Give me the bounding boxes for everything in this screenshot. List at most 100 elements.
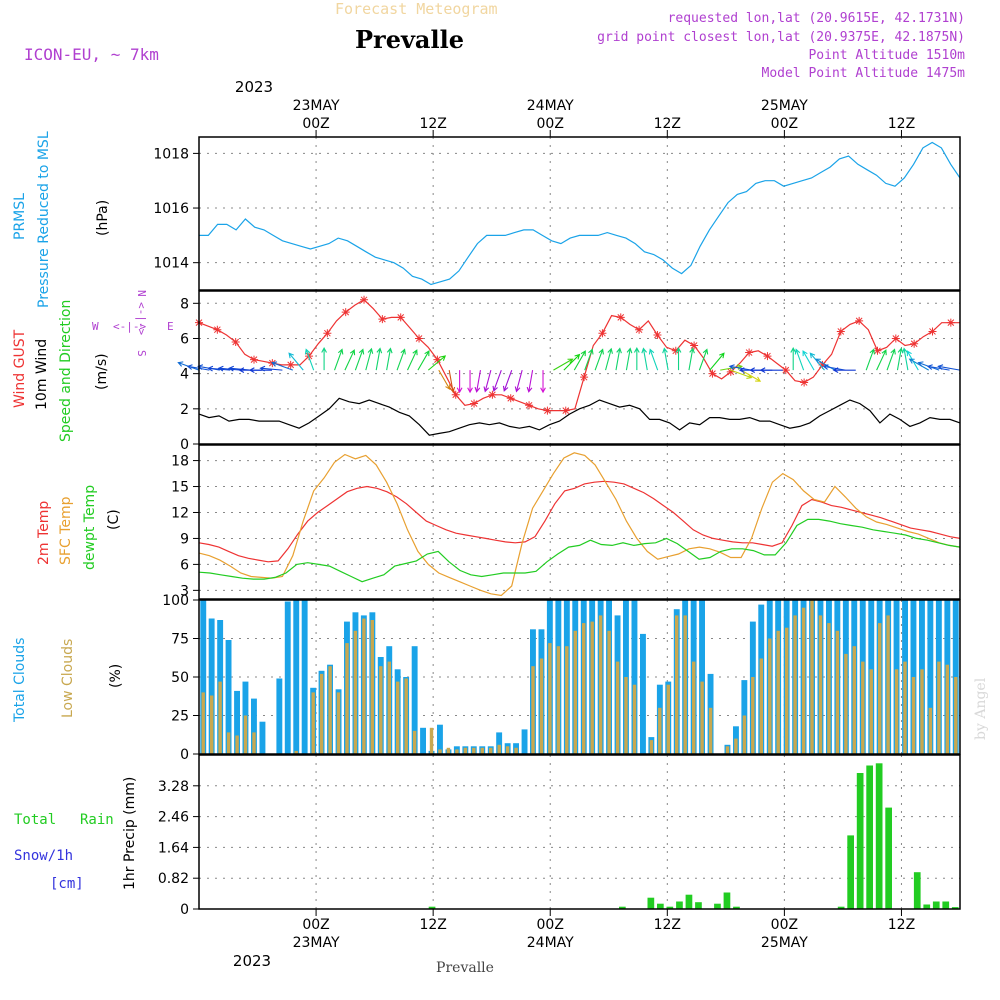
bottom-year: 2023 bbox=[233, 952, 271, 970]
x-tick-label: 12Z bbox=[654, 116, 681, 132]
bar-total-clouds bbox=[276, 678, 283, 754]
bar-low-clouds bbox=[582, 623, 586, 754]
bar-low-clouds bbox=[725, 746, 730, 754]
gust-marker bbox=[451, 390, 460, 399]
bar-total-clouds bbox=[699, 600, 705, 754]
bar-low-clouds bbox=[801, 607, 806, 754]
bar-low-clouds bbox=[336, 692, 341, 754]
y-tick-label: 4 bbox=[180, 367, 189, 383]
bar-low-clouds bbox=[412, 730, 417, 754]
gust-marker bbox=[855, 316, 864, 325]
model-label: ICON-EU, ~ 7km bbox=[24, 45, 159, 64]
bar-low-clouds bbox=[920, 669, 924, 754]
bar-total-clouds bbox=[437, 724, 443, 754]
gust-marker bbox=[726, 367, 735, 376]
gust-marker bbox=[818, 360, 827, 369]
bar-low-clouds bbox=[692, 661, 696, 754]
bar-low-clouds bbox=[210, 695, 214, 754]
y-tick-label: 0 bbox=[180, 437, 189, 453]
p1-unit: (hPa) bbox=[95, 200, 111, 236]
p5-label-rain: Rain bbox=[80, 812, 114, 828]
wind-arrow bbox=[648, 348, 659, 371]
bar-total-rain bbox=[875, 763, 883, 909]
panel1-labels: PRMSL Pressure Reduced to MSL (hPa) bbox=[12, 131, 111, 308]
gust-marker bbox=[800, 378, 809, 387]
wind-arrow bbox=[334, 348, 344, 371]
x-tick-label: 12Z bbox=[888, 116, 915, 132]
bar-low-clouds bbox=[742, 715, 747, 754]
wind-arrow bbox=[354, 348, 365, 371]
gust-marker bbox=[396, 313, 405, 322]
top-year: 2023 bbox=[235, 78, 273, 96]
gust-marker bbox=[873, 346, 882, 355]
bar-total-rain bbox=[676, 901, 683, 909]
bar-low-clouds bbox=[362, 618, 366, 754]
panel4-labels: Total Clouds Low Clouds (%) bbox=[12, 638, 124, 723]
gust-marker bbox=[341, 308, 350, 317]
bar-low-clouds bbox=[827, 623, 831, 754]
bar-low-clouds bbox=[852, 646, 856, 754]
bar-low-clouds bbox=[590, 621, 594, 754]
x-tick-label: 12Z bbox=[654, 917, 681, 933]
series-line-10m-wind bbox=[198, 397, 961, 436]
gust-marker bbox=[286, 360, 295, 369]
wind-arrow bbox=[926, 364, 950, 371]
point-altitude: Point Altitude 1510m bbox=[808, 48, 965, 63]
gust-marker bbox=[616, 313, 625, 322]
y-tick-label: 2 bbox=[180, 402, 189, 418]
bar-low-clouds bbox=[776, 630, 780, 754]
bar-total-rain bbox=[647, 897, 655, 909]
compass-e: E bbox=[167, 320, 174, 333]
bar-total-rain bbox=[847, 835, 854, 909]
bar-total-clouds bbox=[411, 646, 418, 754]
y-tick-label: 75 bbox=[171, 632, 189, 648]
y-tick-label: 1018 bbox=[153, 146, 189, 162]
bar-low-clouds bbox=[658, 707, 662, 754]
y-tick-label: 25 bbox=[171, 709, 189, 725]
bar-low-clouds bbox=[548, 643, 552, 754]
y-tick-label: 50 bbox=[171, 670, 189, 686]
y-tick-label: 9 bbox=[180, 531, 189, 547]
gust-marker bbox=[690, 341, 699, 350]
bar-total-rain bbox=[619, 906, 626, 909]
bar-low-clouds bbox=[945, 664, 949, 754]
series-line-2m-temp bbox=[198, 480, 961, 563]
bar-low-clouds bbox=[294, 750, 298, 754]
wind-arrow bbox=[417, 350, 430, 371]
bar-low-clouds bbox=[472, 747, 476, 754]
gust-marker bbox=[360, 295, 369, 304]
bar-low-clouds bbox=[768, 638, 772, 754]
gust-marker bbox=[745, 348, 754, 357]
panel-frame bbox=[198, 136, 961, 291]
bar-low-clouds bbox=[489, 747, 493, 754]
wind-arrow bbox=[386, 347, 393, 371]
wind-arrow bbox=[615, 347, 622, 371]
x-tick-label: 00Z bbox=[771, 116, 798, 132]
gust-marker bbox=[415, 334, 424, 343]
bar-low-clouds bbox=[556, 646, 561, 754]
wind-arrow bbox=[573, 350, 586, 371]
p3-label-sfc: SFC Temp bbox=[58, 496, 74, 565]
bar-low-clouds bbox=[480, 747, 484, 754]
requested-coords: requested lon,lat (20.9615E, 42.1731N) bbox=[668, 11, 965, 26]
panel-frame bbox=[198, 754, 961, 910]
gust-marker bbox=[653, 330, 662, 339]
bar-low-clouds bbox=[785, 627, 789, 754]
p3-label-dew: dewpt Temp bbox=[82, 485, 98, 570]
wind-arrow bbox=[502, 369, 513, 392]
gust-marker bbox=[836, 327, 845, 336]
compass-n: N bbox=[135, 290, 148, 297]
gust-marker bbox=[946, 318, 955, 327]
compass-arrow: <-|-> bbox=[113, 320, 146, 333]
p4-unit: (%) bbox=[108, 664, 124, 688]
bar-total-clouds bbox=[927, 600, 934, 754]
panel5-labels: Total Rain Snow/1h [cm] 1hr Precip (mm) bbox=[14, 777, 138, 892]
chart-panels: 10141016101802468369121518025507510000.8… bbox=[153, 136, 961, 918]
bar-total-rain bbox=[932, 901, 940, 909]
bar-low-clouds bbox=[700, 681, 704, 754]
wind-arrow bbox=[605, 347, 613, 371]
wind-arrow bbox=[759, 367, 783, 374]
top-title: Forecast Meteogram bbox=[335, 0, 498, 18]
wind-arrow bbox=[633, 346, 640, 371]
bar-low-clouds bbox=[607, 630, 611, 754]
